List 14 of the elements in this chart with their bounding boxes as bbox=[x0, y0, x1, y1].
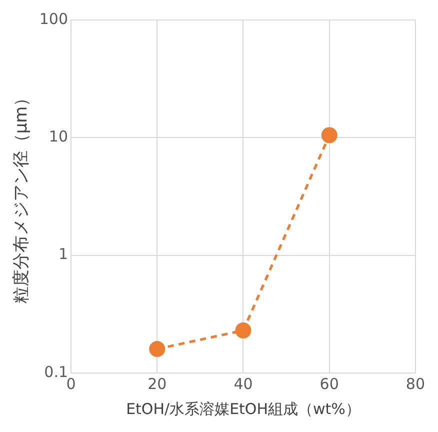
y-tick-label: 0.1 bbox=[44, 362, 68, 381]
point bbox=[321, 127, 338, 144]
x-tick-label: 0 bbox=[66, 374, 76, 393]
y-tick-label: 1 bbox=[58, 245, 68, 264]
y-axis-title: 粒度分布メジアン径（µm） bbox=[12, 89, 32, 304]
y-tick-label: 100 bbox=[39, 10, 68, 28]
point bbox=[149, 340, 166, 357]
x-axis-title: EtOH/水系溶媒EtOH組成（wt%） bbox=[126, 400, 360, 418]
x-tick-label: 40 bbox=[234, 374, 253, 393]
x-tick-label: 80 bbox=[406, 374, 426, 393]
y-tick-label: 10 bbox=[48, 128, 68, 146]
point bbox=[235, 322, 252, 338]
x-tick-label: 20 bbox=[148, 374, 167, 393]
x-tick-label: 60 bbox=[320, 374, 339, 393]
